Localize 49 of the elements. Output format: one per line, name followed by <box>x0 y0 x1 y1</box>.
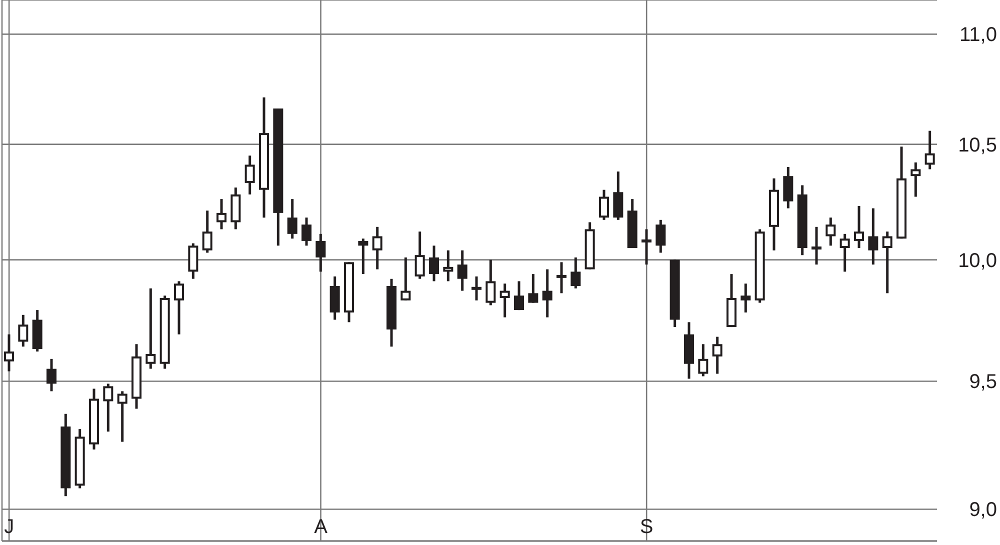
candlestick <box>783 166 794 210</box>
candlestick <box>472 275 482 302</box>
candlestick <box>613 170 624 222</box>
candlestick <box>46 358 56 392</box>
candlestick <box>358 237 368 276</box>
candlestick <box>429 244 439 282</box>
y-tick-label: 10,5 <box>958 134 997 156</box>
candlestick <box>854 204 864 250</box>
y-tick-label: 11,0 <box>960 24 997 46</box>
candlestick <box>244 154 255 196</box>
candlestick <box>372 226 382 271</box>
candlestick <box>528 272 538 304</box>
candlestick <box>556 260 566 294</box>
candlestick <box>712 336 722 376</box>
candlestick <box>287 198 298 240</box>
y-tick-label: 9,5 <box>969 371 997 394</box>
candlestick <box>868 207 878 266</box>
candlestick <box>202 209 212 254</box>
candlestick <box>457 249 468 292</box>
candlestick <box>174 280 184 336</box>
candlestick <box>216 198 226 230</box>
y-tick-label: 10,0 <box>958 250 997 272</box>
y-tick-label: 9,0 <box>969 499 997 522</box>
candlestick <box>146 287 156 370</box>
candlestick <box>486 258 496 306</box>
candlestick <box>910 161 921 198</box>
candlestick <box>18 314 28 348</box>
candlestick <box>103 382 114 433</box>
candlestick <box>882 230 892 294</box>
candlestick <box>599 188 609 222</box>
candlestick <box>924 130 935 170</box>
candlestick <box>570 256 581 290</box>
candlestick <box>316 232 326 273</box>
candlestick <box>642 228 652 266</box>
candlestick <box>542 268 552 319</box>
candlestick <box>443 249 454 282</box>
candlestick <box>414 230 425 280</box>
candlestick <box>826 216 836 247</box>
candlestick <box>656 218 666 254</box>
candlestick <box>812 226 822 266</box>
candlestick <box>4 333 14 373</box>
candlestick <box>698 342 708 378</box>
candlestick <box>302 216 312 247</box>
candlestick <box>400 256 411 302</box>
candlestick <box>117 390 128 444</box>
candlestick <box>840 232 850 273</box>
candlestick <box>514 280 524 312</box>
candlestick <box>740 282 751 314</box>
candlestick <box>500 282 510 319</box>
